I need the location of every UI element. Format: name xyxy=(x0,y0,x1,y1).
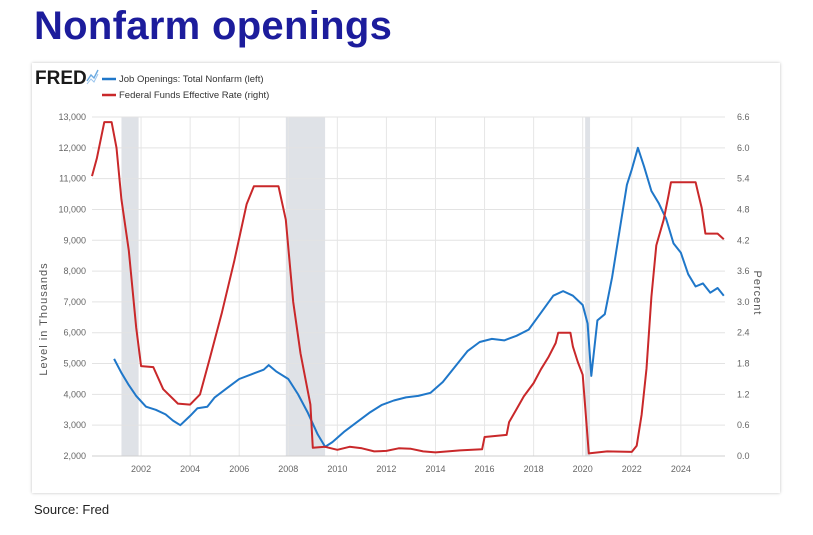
axes: 2,000 3,000 4,000 5,000 6,000 7,000 8,000 9,000… xyxy=(58,112,749,474)
x-tick-label: 2008 xyxy=(278,464,298,474)
left-tick-label: 10,000 xyxy=(58,204,86,214)
left-tick-label: 11,000 xyxy=(59,174,86,184)
left-tick-label: 4,000 xyxy=(63,389,86,399)
left-tick-label: 12,000 xyxy=(58,143,86,153)
right-tick-label: 2.4 xyxy=(737,328,750,338)
recession-band-0 xyxy=(121,117,139,456)
left-tick-label: 2,000 xyxy=(63,451,86,461)
x-tick-label: 2018 xyxy=(524,464,544,474)
left-tick-label: 9,000 xyxy=(63,235,86,245)
right-tick-label: 3.0 xyxy=(737,297,750,307)
x-tick-label: 2014 xyxy=(425,464,445,474)
fred-chart: 2,000 3,000 4,000 5,000 6,000 7,000 8,000 9,000… xyxy=(35,68,763,474)
left-tick-label: 7,000 xyxy=(63,297,86,307)
right-tick-label: 6.6 xyxy=(737,112,750,122)
x-tick-label: 2016 xyxy=(475,464,495,474)
left-tick-label: 3,000 xyxy=(63,420,86,430)
fred-logo: FRED xyxy=(35,68,87,89)
x-tick-label: 2010 xyxy=(327,464,347,474)
right-axis-title: Percent xyxy=(751,271,763,316)
right-tick-label: 1.8 xyxy=(737,359,750,369)
x-tick-label: 2006 xyxy=(229,464,249,474)
left-tick-label: 6,000 xyxy=(63,328,86,338)
series-line-fed-funds xyxy=(91,121,725,455)
legend: Job Openings: Total Nonfarm (left) Feder… xyxy=(102,74,269,101)
left-axis-title: Level in Thousands xyxy=(38,262,50,375)
right-tick-label: 4.8 xyxy=(737,204,750,214)
legend-label-fed-funds: Federal Funds Effective Rate (right) xyxy=(119,90,269,101)
x-tick-label: 2012 xyxy=(376,464,396,474)
x-tick-label: 2022 xyxy=(622,464,642,474)
source-note: Source: Fred xyxy=(34,502,110,517)
legend-label-job-openings: Job Openings: Total Nonfarm (left) xyxy=(119,74,264,85)
left-tick-label: 13,000 xyxy=(58,112,86,122)
x-tick-label: 2020 xyxy=(573,464,593,474)
page-title: Nonfarm openings xyxy=(34,4,393,48)
right-tick-label: 0.6 xyxy=(737,420,750,430)
right-tick-label: 3.6 xyxy=(737,266,750,276)
recession-band-2 xyxy=(585,117,591,456)
x-tick-label: 2024 xyxy=(671,464,691,474)
chart-frame: 2,000 3,000 4,000 5,000 6,000 7,000 8,000 9,000… xyxy=(32,63,780,493)
series-line-job-openings xyxy=(113,146,725,448)
right-tick-label: 4.2 xyxy=(737,235,750,245)
right-tick-label: 1.2 xyxy=(737,389,750,399)
series-lines xyxy=(91,121,725,455)
right-tick-label: 0.0 xyxy=(737,451,750,461)
fred-logo-icon xyxy=(86,69,99,82)
right-tick-label: 6.0 xyxy=(737,143,750,153)
fred-logo-icon-shadow xyxy=(86,73,99,85)
left-tick-label: 8,000 xyxy=(63,266,86,276)
right-tick-label: 5.4 xyxy=(737,174,750,184)
x-tick-label: 2004 xyxy=(180,464,200,474)
left-tick-label: 5,000 xyxy=(63,359,86,369)
x-tick-label: 2002 xyxy=(131,464,151,474)
